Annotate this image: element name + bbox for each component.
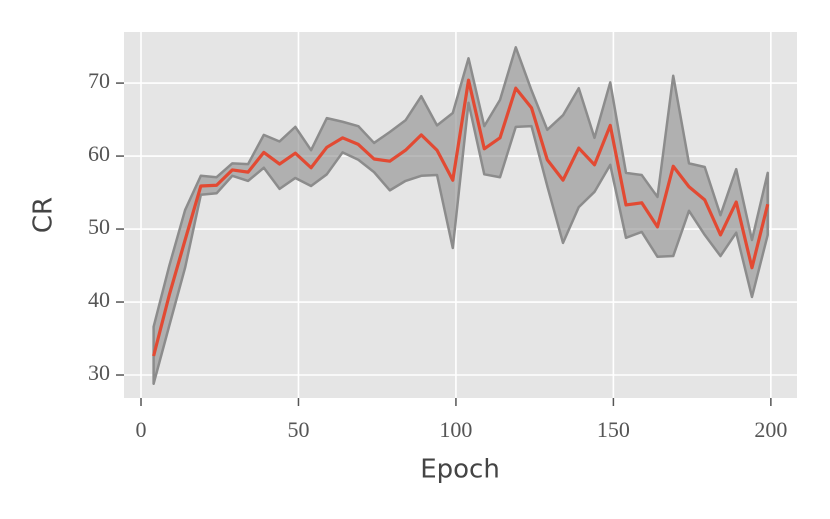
- y-tick-label: 60: [88, 141, 110, 166]
- x-tick-label: 150: [597, 417, 630, 442]
- x-axis-label: Epoch: [420, 455, 500, 485]
- y-axis-label: CR: [29, 197, 59, 233]
- x-tick-label: 0: [136, 417, 147, 442]
- line: [152, 78, 770, 357]
- y-tick-label: 50: [88, 214, 110, 239]
- band: [152, 46, 769, 386]
- y-tick-label: 40: [88, 287, 110, 312]
- y-tick-label: 30: [88, 360, 110, 385]
- y-tick-label: 70: [88, 68, 110, 93]
- x-tick-label: 50: [287, 417, 309, 442]
- x-tick-label: 200: [754, 417, 787, 442]
- x-tick-label: 100: [439, 417, 472, 442]
